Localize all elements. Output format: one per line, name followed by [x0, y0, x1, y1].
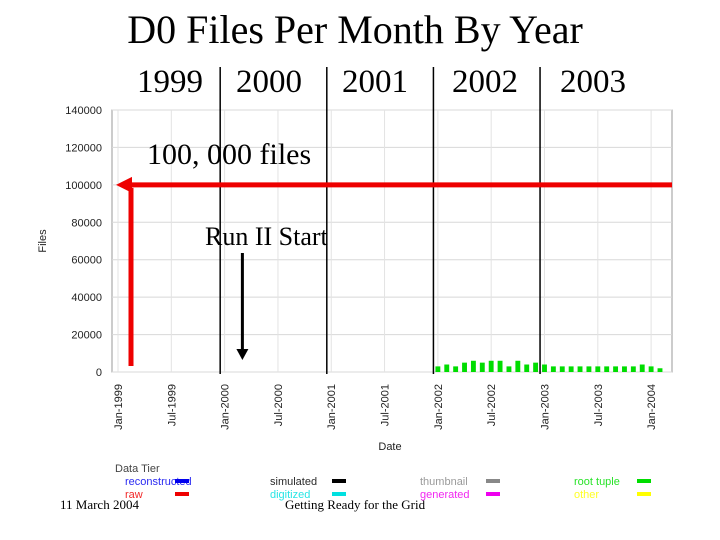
bar-segment-root-tuple — [586, 366, 592, 372]
legend-swatch-simulated — [332, 479, 346, 483]
x-axis-label: Date — [378, 441, 401, 453]
bar-segment-root-tuple — [657, 368, 663, 372]
bar-segment-root-tuple — [577, 366, 583, 372]
bar-segment-root-tuple — [559, 366, 565, 372]
legend-label-thumbnail: thumbnail — [420, 476, 468, 488]
legend-swatch-raw — [175, 492, 189, 496]
legend-label-root-tuple: root tuple — [574, 476, 620, 488]
legend-swatch-thumbnail — [486, 479, 500, 483]
y-tick-label: 120000 — [65, 142, 102, 154]
x-tick-label: Jan-2000 — [220, 384, 232, 430]
y-tick-label: 40000 — [71, 292, 102, 304]
bar-segment-root-tuple — [462, 362, 467, 372]
x-tick-label: Jul-2000 — [273, 384, 285, 426]
y-tick-label: 60000 — [71, 255, 102, 267]
year-label-2002: 2002 — [452, 64, 518, 100]
bar-segment-root-tuple — [568, 366, 574, 372]
footer-title: Getting Ready for the Grid — [285, 497, 426, 512]
legend-swatch-digitized — [332, 492, 346, 496]
bar-segment-root-tuple — [515, 360, 521, 372]
x-tick-label: Jan-2004 — [646, 384, 658, 430]
bar-segment-root-tuple — [533, 362, 539, 372]
y-tick-label: 140000 — [65, 105, 102, 117]
year-label-2003: 2003 — [560, 64, 626, 100]
bar-segment-root-tuple — [453, 366, 459, 372]
files-threshold-label: 100, 000 files — [147, 138, 312, 171]
x-tick-label: Jul-2002 — [486, 384, 498, 426]
year-label-2001: 2001 — [342, 64, 408, 100]
y-tick-label: 80000 — [71, 217, 102, 229]
bar-segment-root-tuple — [550, 366, 556, 372]
bar-segment-root-tuple — [497, 360, 503, 372]
slide-title: D0 Files Per Month By Year — [127, 7, 583, 52]
bar-segment-root-tuple — [506, 366, 512, 372]
legend-swatch-reconstructed — [175, 479, 189, 483]
y-axis-label: Files — [37, 229, 49, 253]
x-tick-label: Jul-2001 — [380, 384, 392, 426]
bar-segment-root-tuple — [595, 366, 601, 372]
run-start-arrowhead — [236, 349, 249, 360]
y-tick-label: 0 — [96, 367, 102, 379]
year-label-1999: 1999 — [137, 64, 203, 100]
bar-segment-root-tuple — [630, 366, 636, 372]
legend-swatch-other — [637, 492, 651, 496]
legend-label-simulated: simulated — [270, 476, 317, 488]
legend-label-raw: raw — [125, 489, 143, 501]
x-tick-label: Jan-2002 — [433, 384, 445, 430]
bar-segment-root-tuple — [604, 366, 610, 372]
legend-label-other: other — [574, 489, 599, 501]
year-label-2000: 2000 — [236, 64, 302, 100]
bar-segment-root-tuple — [488, 360, 494, 372]
x-tick-label: Jul-1999 — [166, 384, 178, 426]
bar-segment-root-tuple — [622, 366, 627, 372]
run-start-label: Run II Start — [205, 222, 328, 251]
bar-segment-root-tuple — [479, 362, 485, 372]
x-tick-label: Jan-1999 — [113, 384, 125, 430]
legend-swatch-generated — [486, 492, 500, 496]
bar-segment-root-tuple — [435, 366, 441, 372]
legend-label-reconstructed: reconstructed — [125, 476, 192, 488]
bar-segment-root-tuple — [648, 366, 654, 372]
bar-segment-root-tuple — [613, 366, 619, 372]
x-tick-label: Jan-2001 — [326, 384, 338, 430]
legend-title: Data Tier — [115, 463, 160, 475]
legend-swatch-root-tuple — [637, 479, 651, 483]
x-tick-label: Jan-2003 — [539, 384, 551, 430]
bar-segment-root-tuple — [639, 364, 645, 372]
y-tick-label: 100000 — [65, 180, 102, 192]
legend-label-generated: generated — [420, 489, 470, 501]
x-tick-label: Jul-2003 — [593, 384, 605, 426]
legend-label-digitized: digitized — [270, 489, 310, 501]
reference-arrowhead — [116, 176, 132, 193]
y-tick-label: 20000 — [71, 330, 102, 342]
footer-date: 11 March 2004 — [60, 497, 139, 512]
bar-segment-root-tuple — [470, 360, 476, 372]
bar-segment-root-tuple — [542, 364, 547, 372]
bar-segment-root-tuple — [444, 364, 450, 372]
bar-segment-root-tuple — [524, 364, 530, 372]
